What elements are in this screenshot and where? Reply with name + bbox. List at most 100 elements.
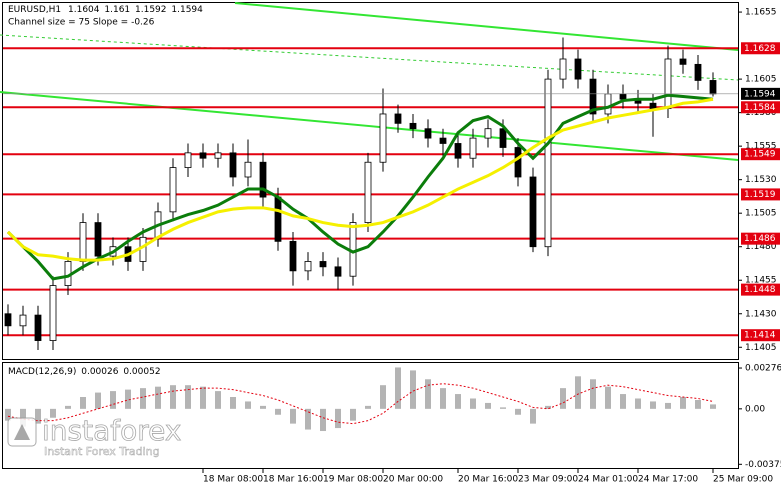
candle-body [559,58,567,80]
candle-body [49,285,57,341]
candle-body [94,222,102,257]
macd-signal: 0.00052 [123,367,160,377]
macd-bar [170,385,176,409]
candle-body [589,78,597,115]
macd-bar [185,385,191,409]
macd-bar [680,397,686,409]
macd-bar [710,404,716,409]
plot-layer: 1.16551.16051.15801.15551.15301.15051.14… [3,8,781,485]
macd-bar [275,408,281,415]
macd-bar [50,408,56,418]
level-box [741,283,780,296]
candle-body [454,143,462,159]
macd-bar [305,408,311,430]
x-tick-label: 20 Mar 16:00 [458,475,518,485]
header: EURUSD,H1 1.1604 1.161 1.1592 1.1594 [8,5,203,15]
level-label: 1.1584 [744,103,776,113]
candle-body [214,152,222,159]
level-label: 1.1549 [744,150,776,160]
level-box [741,148,780,161]
macd-bar [485,402,491,409]
candle-body [529,176,537,248]
candle-body [409,122,417,130]
header-close: 1.1594 [171,5,203,15]
macd-bar [605,386,611,409]
macd-bar [575,376,581,409]
macd-bar [80,397,86,409]
macd-bar [110,391,116,409]
candle-body [169,167,177,213]
macd-signal-line [7,383,714,425]
level-label: 1.1519 [744,190,776,200]
macd-bar [380,385,386,409]
candle-body [274,196,282,242]
macd-bar [560,388,566,409]
channel-bottom [0,91,739,161]
logo-shape [14,424,30,440]
macd-bar [530,408,536,424]
y-tick-label: 1.1555 [745,142,777,152]
tagline: Instant Forex Trading [44,445,160,458]
candle-body [694,63,702,81]
subtitle: Channel size = 75 Slope = -0.26 [8,18,155,28]
macd-main: 0.00026 [81,367,118,377]
macd-bar [365,405,371,409]
macd-bar [590,379,596,409]
macd-bar [620,394,626,409]
level-box [741,42,780,55]
header-low: 1.1592 [135,5,167,15]
level-label: 1.1414 [744,331,776,341]
macd-bar [695,399,701,409]
macd-bar [335,408,341,429]
moving-average [6,97,714,262]
candle-body [259,161,267,198]
macd-bar [200,386,206,409]
brand: instaforex [42,414,181,447]
level-box [741,232,780,245]
candle-body [709,80,717,95]
candle-body [304,261,312,272]
macd-bar [425,379,431,409]
macd-bar [635,398,641,409]
macd-bar [95,392,101,409]
macd-bar [515,408,521,415]
y-tick-label: -0.00375 [745,460,781,470]
candle-body [424,128,432,139]
level-box [741,101,780,114]
macd-bar [35,408,41,424]
candle-body [514,147,522,178]
macd-bar [230,397,236,409]
y-tick-label: 1.1530 [745,175,777,185]
y-tick-label: 0.00276 [745,364,781,374]
level-label: 1.1486 [744,234,776,244]
x-tick-label: 25 Mar 09:00 [713,475,773,485]
x-tick-label: 18 Mar 16:00 [263,475,323,485]
candle-body [334,266,342,277]
candle-body [439,137,447,144]
y-tick-label: 1.1430 [745,309,777,319]
symbol: EURUSD,H1 [8,5,61,15]
x-tick-label: 18 Mar 08:00 [203,475,263,485]
macd-bar [290,408,296,424]
y-tick-label: 1.1655 [745,8,777,18]
macd-bar [65,405,71,409]
macd-bar [350,408,356,421]
macd-bar [215,391,221,409]
macd-bar [260,405,266,409]
candle-body [484,128,492,139]
moving-average [6,93,714,281]
macd-bar [5,408,11,421]
candle-body [289,240,297,272]
price-panel [2,2,739,360]
y-tick-label: 1.1605 [745,75,777,85]
candle-body [4,313,12,327]
macd-bar [245,401,251,409]
macd-header: MACD(12,26,9) 0.00026 0.00052 [8,367,161,377]
macd-bar [125,389,131,409]
candle-body [19,314,27,327]
candle-body [184,152,192,169]
macd-bar [545,405,551,409]
header-high: 1.161 [104,5,130,15]
channel-top [234,2,739,51]
